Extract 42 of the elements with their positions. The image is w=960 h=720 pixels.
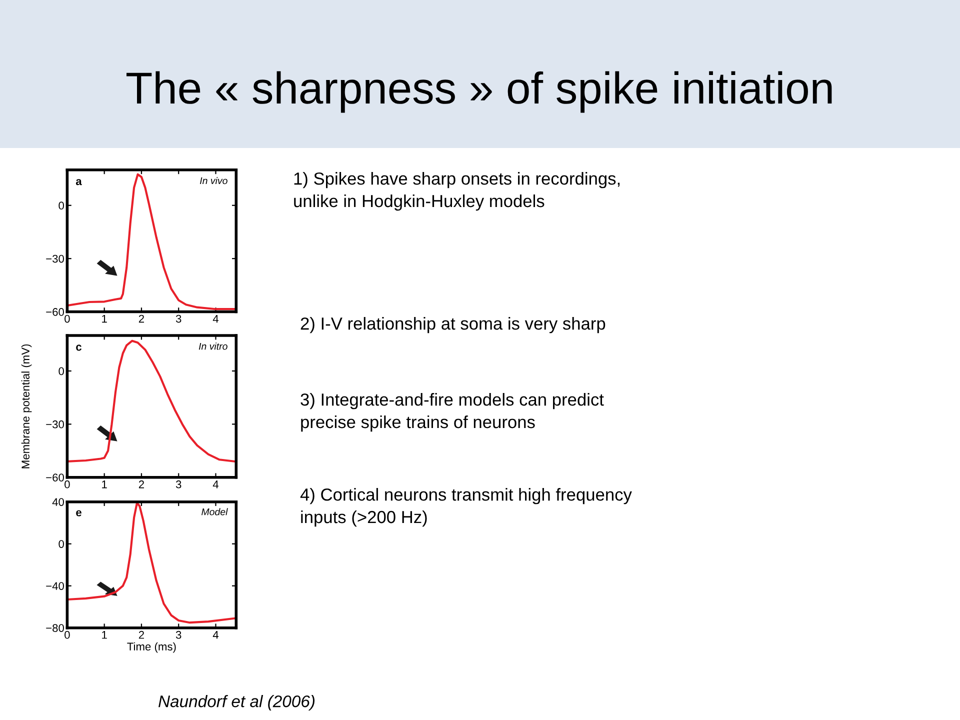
y-tick-label: −30 bbox=[46, 420, 64, 428]
y-tick-label: −60 bbox=[46, 308, 64, 316]
text: 1) Spikes have sharp onsets in recordings, unlike in Hodgkin-Huxley models bbox=[294, 172, 620, 211]
y-tick-label: −60 bbox=[46, 474, 64, 482]
y-tick-label: 0 bbox=[58, 367, 64, 376]
annotation: In vivo bbox=[200, 177, 228, 184]
x-tick-label: 1 bbox=[102, 480, 107, 488]
annotation: In vitro bbox=[198, 342, 228, 350]
x-tick-label: 3 bbox=[176, 630, 182, 639]
annotation: Model bbox=[202, 508, 228, 516]
line-series bbox=[67, 502, 236, 624]
x-tick-label: 1 bbox=[102, 314, 107, 323]
x-tick-label: 2 bbox=[138, 480, 144, 488]
x-tick-label: 2 bbox=[138, 314, 144, 323]
x-tick-label: 3 bbox=[176, 480, 182, 488]
annotation: c bbox=[76, 344, 82, 351]
annotation: e bbox=[76, 510, 82, 516]
x-axis-title: Time (ms) bbox=[127, 642, 176, 653]
y-tick-label: −80 bbox=[46, 624, 64, 632]
annotation: a bbox=[76, 179, 82, 186]
x-tick-label: 0 bbox=[64, 630, 70, 639]
text: The « sharpness » of spike initiation bbox=[126, 71, 832, 113]
text: 2) I-V relationship at soma is very sharp bbox=[300, 317, 606, 334]
x-tick-label: 0 bbox=[64, 314, 70, 323]
x-tick-label: 0 bbox=[64, 480, 70, 488]
y-tick-label: 0 bbox=[58, 540, 64, 548]
x-tick-label: 2 bbox=[138, 630, 144, 639]
y-axis-title: Membrane potential (mV) bbox=[21, 344, 32, 468]
y-tick-label: 40 bbox=[52, 498, 64, 506]
x-tick-label: 4 bbox=[212, 314, 218, 323]
y-tick-label: −40 bbox=[46, 582, 64, 590]
line-series bbox=[67, 173, 236, 310]
text: Naundorf et al (2006) bbox=[158, 695, 315, 711]
x-tick-label: 1 bbox=[102, 631, 107, 639]
text: 4) Cortical neurons transmit high frequency inputs (>200 Hz) bbox=[300, 488, 632, 527]
x-tick-label: 3 bbox=[176, 314, 182, 323]
line-series bbox=[67, 340, 236, 462]
text: 3) Integrate-and-fire models can predict precise spike trains of neurons bbox=[300, 393, 604, 432]
x-tick-label: 4 bbox=[212, 631, 218, 639]
y-tick-label: 0 bbox=[58, 202, 64, 210]
y-tick-label: −30 bbox=[46, 254, 64, 263]
x-tick-label: 4 bbox=[212, 480, 218, 488]
